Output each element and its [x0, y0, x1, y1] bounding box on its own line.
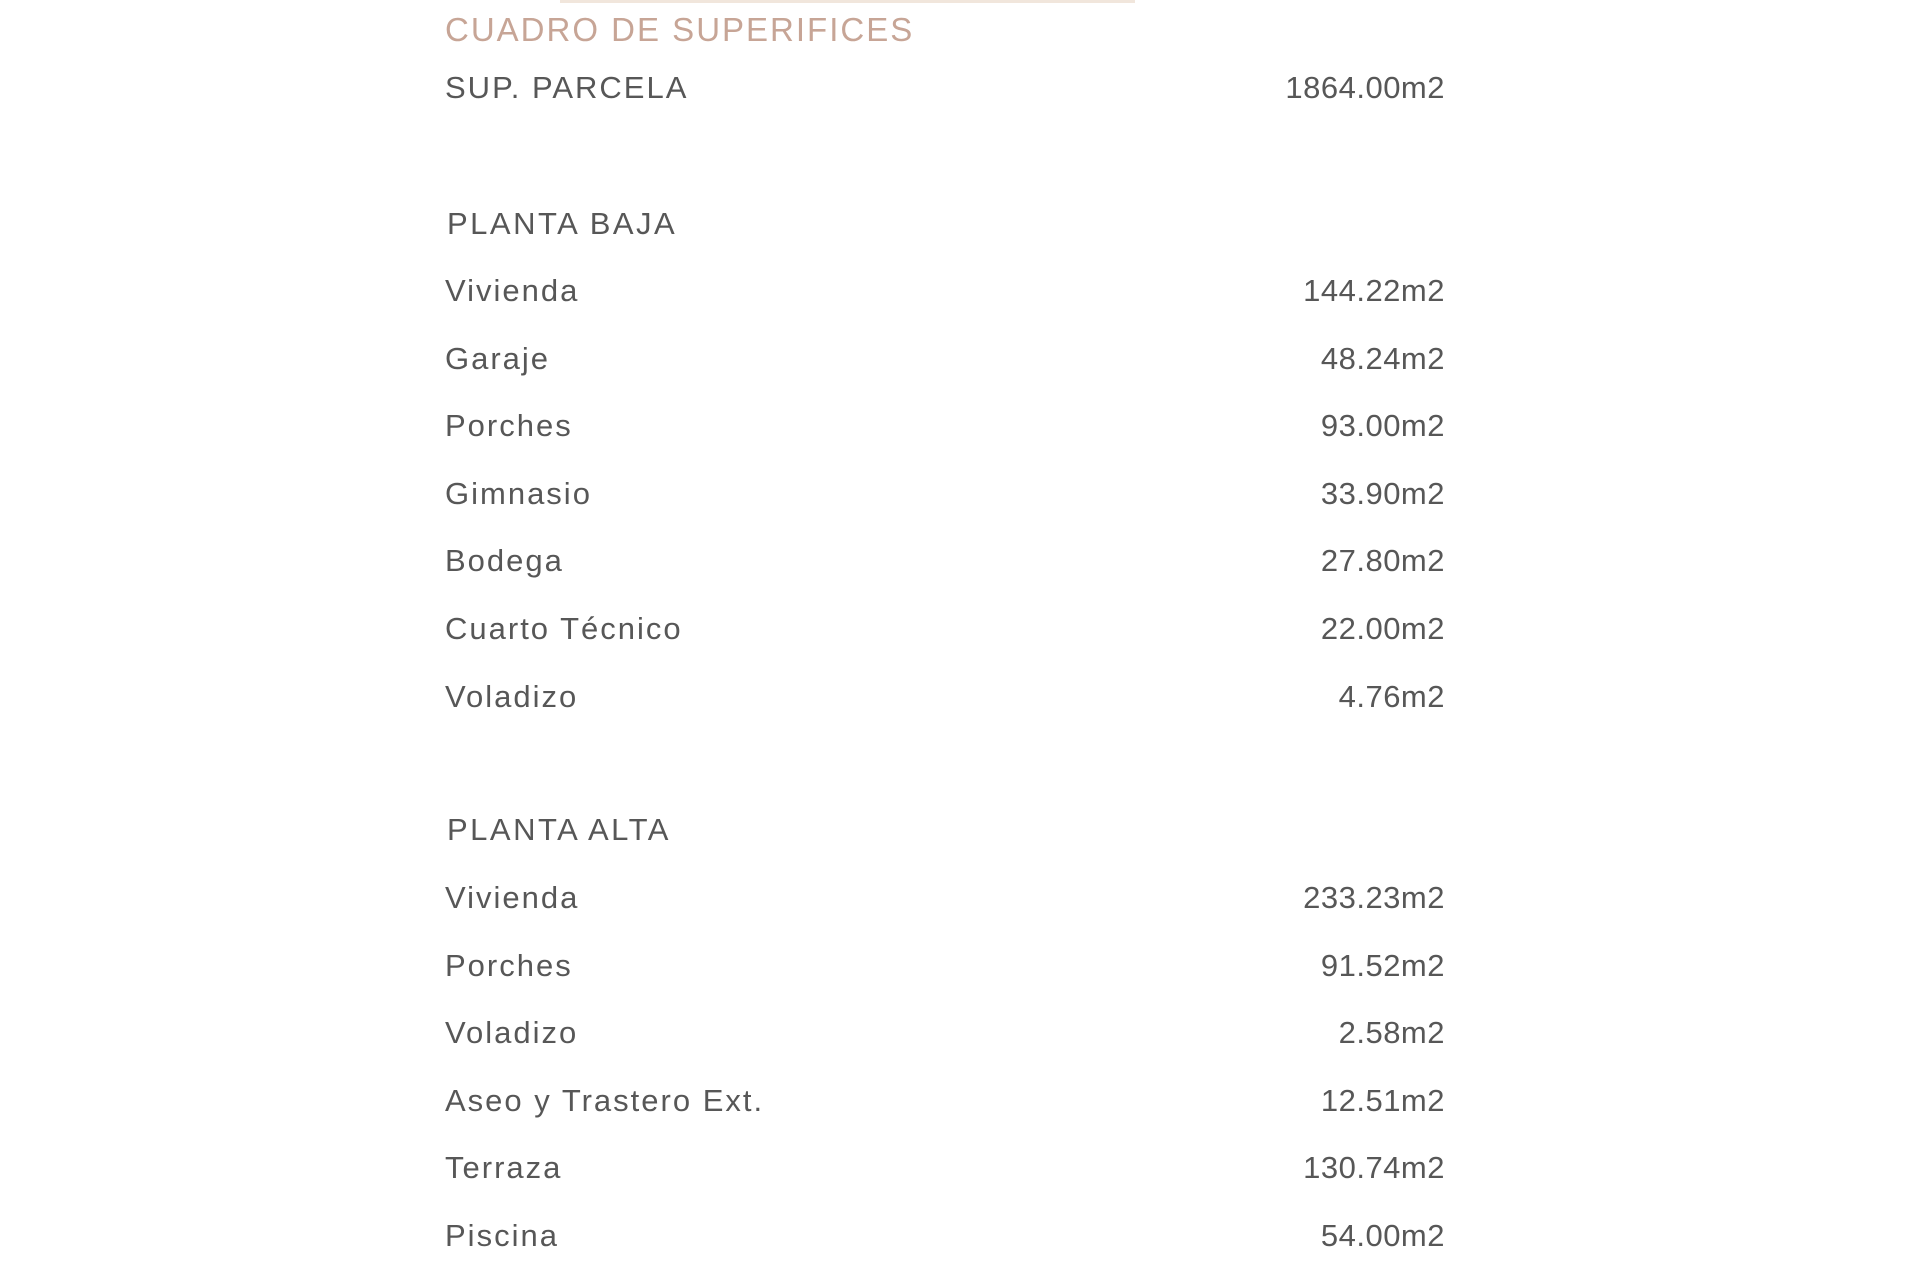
row-label: Piscina — [445, 1218, 559, 1253]
row-value: 93.00m2 — [1320, 408, 1445, 444]
row-label: Bodega — [445, 543, 564, 579]
row-value: 33.90m2 — [1320, 475, 1445, 511]
row-value: 4.76m2 — [1338, 678, 1445, 714]
table-row: Cuarto Técnico 22.00m2 — [445, 609, 1445, 649]
row-value: 1864.00m2 — [1285, 70, 1445, 105]
table-row: Gimnasio 33.90m2 — [445, 474, 1445, 514]
table-row: Garaje 48.24m2 — [445, 339, 1445, 379]
row-label: Porches — [445, 408, 573, 444]
row-value: 22.00m2 — [1320, 611, 1445, 646]
row-value: 12.51m2 — [1320, 1082, 1445, 1118]
row-label: Cuarto Técnico — [445, 611, 683, 646]
table-row: Bodega 27.80m2 — [445, 541, 1445, 581]
table-row: Voladizo 2.58m2 — [445, 1013, 1445, 1053]
document-title: CUADRO DE SUPERIFICES — [445, 11, 915, 48]
table-row: Vivienda 233.23m2 — [445, 878, 1445, 918]
row-label: Voladizo — [445, 1015, 579, 1051]
row-label: Voladizo — [445, 678, 579, 714]
table-row: Aseo y Trastero Ext. 12.51m2 — [445, 1081, 1445, 1121]
table-row: Piscina 54.00m2 — [445, 1216, 1445, 1256]
table-row: Porches 93.00m2 — [445, 406, 1445, 446]
decorative-bar — [560, 0, 1135, 3]
table-row: Porches 91.52m2 — [445, 946, 1445, 986]
row-label: Vivienda — [445, 273, 580, 308]
row-label: Terraza — [445, 1150, 563, 1186]
parcela-row: SUP. PARCELA 1864.00m2 — [445, 68, 1445, 108]
row-value: 144.22m2 — [1303, 273, 1445, 308]
row-value: 130.74m2 — [1303, 1150, 1445, 1186]
row-label: Gimnasio — [445, 475, 592, 511]
row-value: 233.23m2 — [1303, 880, 1445, 915]
row-value: 48.24m2 — [1320, 340, 1445, 376]
table-row: Terraza 130.74m2 — [445, 1148, 1445, 1188]
row-value: 27.80m2 — [1320, 543, 1445, 579]
section-heading-planta-alta: PLANTA ALTA — [447, 812, 671, 847]
row-label: Aseo y Trastero Ext. — [445, 1082, 765, 1118]
table-row: Vivienda 144.22m2 — [445, 271, 1445, 311]
row-label: SUP. PARCELA — [445, 70, 689, 105]
row-value: 91.52m2 — [1320, 947, 1445, 983]
table-row: Voladizo 4.76m2 — [445, 677, 1445, 717]
row-label: Porches — [445, 947, 573, 983]
row-value: 2.58m2 — [1338, 1015, 1445, 1051]
row-label: Vivienda — [445, 880, 580, 915]
row-value: 54.00m2 — [1320, 1218, 1445, 1253]
row-label: Garaje — [445, 340, 551, 376]
section-heading-planta-baja: PLANTA BAJA — [447, 206, 678, 241]
